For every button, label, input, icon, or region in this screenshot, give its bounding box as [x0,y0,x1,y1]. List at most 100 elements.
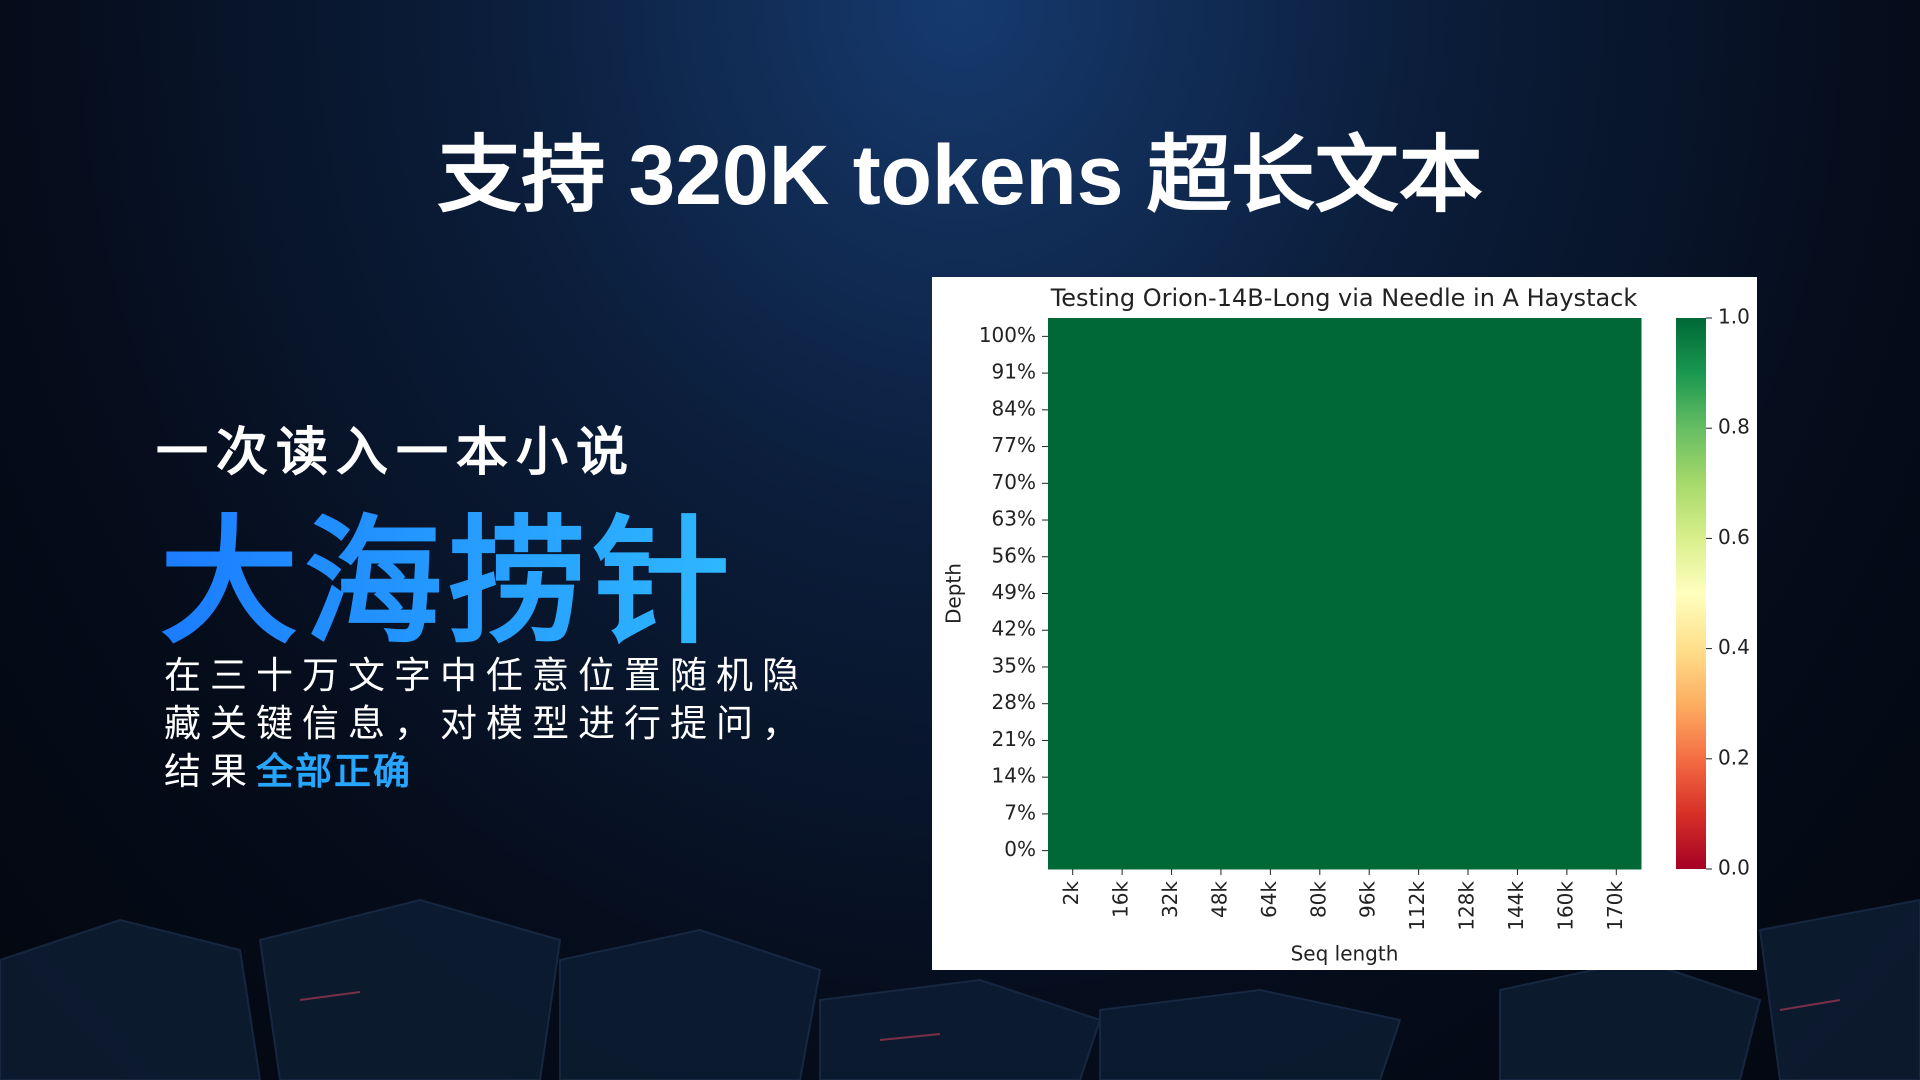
heatmap-cell [1591,832,1642,870]
heatmap-cell [1344,648,1395,686]
heatmap-cell [1048,464,1098,503]
heatmap-cell [1048,391,1098,429]
heatmap-cell [1295,648,1345,686]
heatmap-cell [1393,391,1444,429]
colorbar [1676,318,1706,869]
heatmap-cell [1048,538,1098,576]
heatmap-cell [1245,611,1296,650]
body-text: 结果 [164,751,256,792]
heatmap-cell [1542,611,1593,650]
heatmap-cell [1146,722,1197,760]
heatmap-cell [1443,538,1494,576]
heatmap-cell [1393,795,1444,833]
y-axis-label: Depth [942,563,966,624]
heatmap-cell [1097,722,1148,760]
heatmap-cell [1146,611,1197,650]
x-tick-label: 48k [1207,881,1231,918]
x-tick-label: 80k [1306,881,1330,918]
subtitle: 一次读入一本小说 [156,424,637,482]
x-tick-label: 32k [1158,881,1182,918]
heatmap-cell [1542,318,1593,356]
heatmap-cell [1048,758,1098,797]
heatmap-cell [1196,354,1247,392]
heatmap-cell [1196,538,1247,576]
heatmap-cell [1393,685,1444,723]
heatmap-cell [1492,722,1543,760]
heatmap-cell [1393,354,1444,392]
heatmap-cell [1295,428,1345,466]
heatmap-cell [1048,354,1098,392]
colorbar-tick-label: 0.6 [1718,525,1750,549]
heatmap-cell [1048,575,1098,613]
heatmap-cell [1492,611,1543,650]
heatmap-cell [1344,722,1395,760]
colorbar-tick-label: 0.0 [1718,856,1750,880]
heatmap-cell [1146,538,1197,576]
heatmap-cell [1146,795,1197,833]
heatmap-cell [1245,575,1296,613]
heatmap-cell [1542,758,1593,797]
heatmap-cell [1492,795,1543,833]
heatmap-cell [1344,391,1395,429]
heatmap-cell [1591,428,1642,466]
heatmap-cell [1097,464,1148,503]
heatmap-cell [1146,758,1197,797]
y-tick-label: 49% [992,580,1036,604]
heatmap-cell [1146,685,1197,723]
heatmap-cell [1393,575,1444,613]
heatmap-cell [1048,611,1098,650]
heatmap-cell [1344,354,1395,392]
heatmap-cell [1443,575,1494,613]
x-tick-label: 170k [1603,881,1627,931]
heatmap-cell [1245,428,1296,466]
heatmap-cell [1245,648,1296,686]
heatmap-cell [1492,501,1543,539]
heatmap-cell [1196,464,1247,503]
heatmap-cell [1295,318,1345,356]
heatmap-cell [1443,611,1494,650]
heatmap-cell [1591,354,1642,392]
heatmap-cell [1542,428,1593,466]
heatmap-cell [1048,648,1098,686]
heatmap-cell [1196,428,1247,466]
heatmap-cell [1245,685,1296,723]
y-tick-label: 63% [992,507,1036,531]
heatmap-cell [1196,758,1247,797]
heatmap-cell [1344,832,1395,870]
heatmap-cell [1146,391,1197,429]
x-tick-label: 112k [1405,881,1429,931]
heatmap-cell [1295,685,1345,723]
heatmap-cell [1591,464,1642,503]
heatmap-cell [1542,832,1593,870]
heatmap-cell [1245,722,1296,760]
heatmap-cell [1443,318,1494,356]
body-line: 在三十万文字中任意位置随机隐 [164,655,808,696]
heatmap-cell [1146,832,1197,870]
colorbar-tick-label: 0.4 [1718,635,1750,659]
heatmap-cell [1245,391,1296,429]
heatmap-cell [1344,611,1395,650]
colorbar-tick-label: 0.2 [1718,745,1750,769]
x-tick-label: 144k [1504,881,1528,931]
x-tick-label: 160k [1553,881,1577,931]
heatmap-cell [1591,318,1642,356]
y-tick-label: 91% [992,360,1036,384]
heatmap-cell [1542,354,1593,392]
y-tick-label: 0% [1004,837,1036,861]
heatmap-cell [1443,685,1494,723]
heatmap-cell [1295,795,1345,833]
heatmap-cell [1591,758,1642,797]
heatmap-cell [1393,611,1444,650]
y-tick-label: 100% [979,323,1036,347]
heatmap-cell [1492,575,1543,613]
heatmap-cell [1245,318,1296,356]
colorbar-tick-label: 1.0 [1718,305,1750,329]
heatmap-cell [1295,391,1345,429]
heatmap-cell [1245,538,1296,576]
heatmap-cell [1393,648,1444,686]
heatmap-cell [1146,428,1197,466]
x-tick-label: 128k [1455,881,1479,931]
heatmap-cell [1146,354,1197,392]
heatmap-cell [1492,464,1543,503]
